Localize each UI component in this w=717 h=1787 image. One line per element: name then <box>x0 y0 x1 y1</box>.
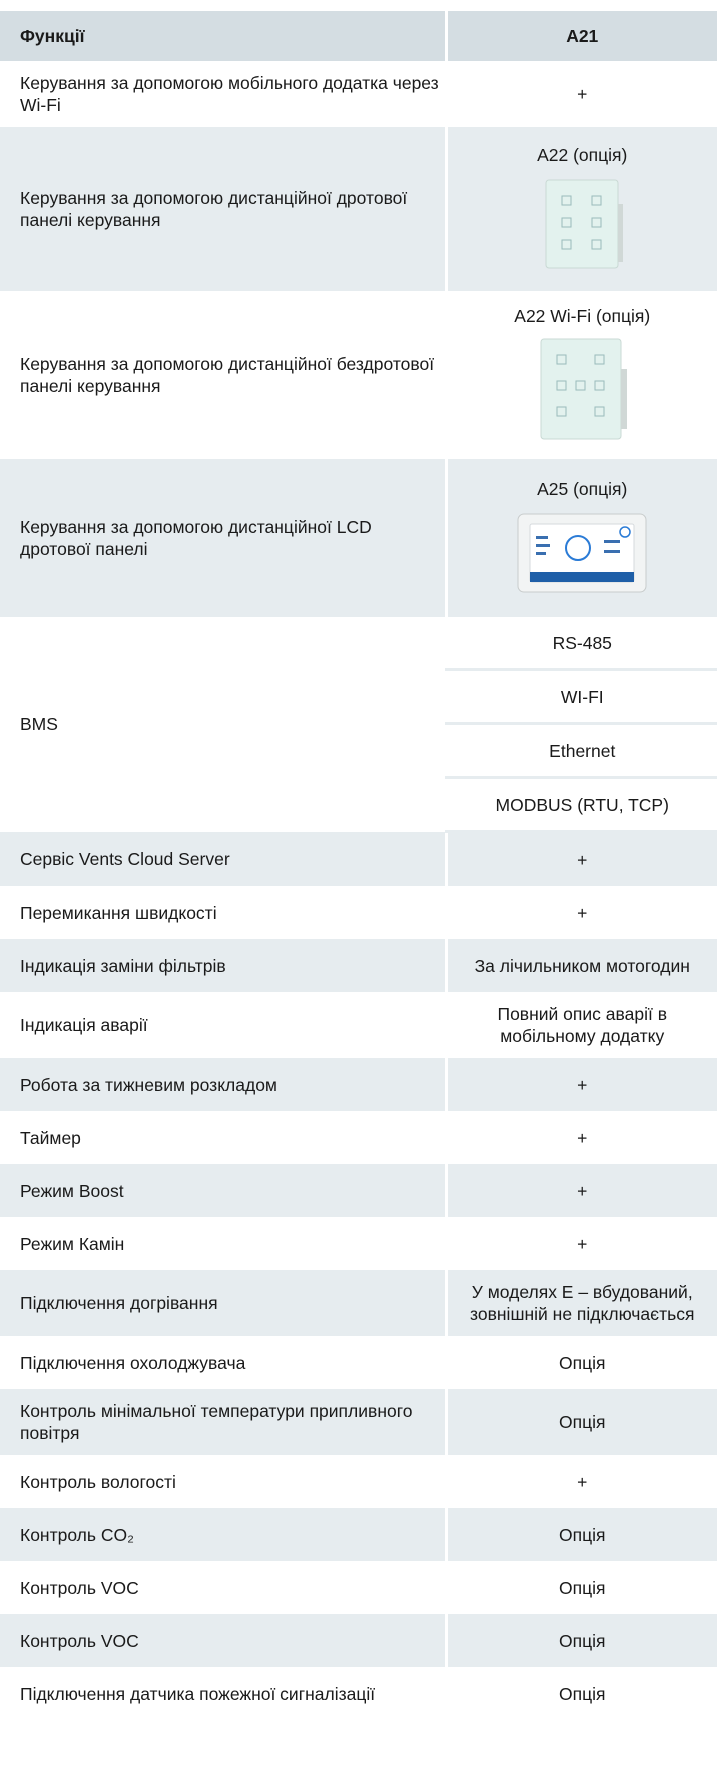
feature-cell: Перемикання швидкості <box>20 902 217 923</box>
feature-cell: Підключення догрівання <box>0 1270 446 1336</box>
value-cell: Повний опис аварії в мобільному додатку <box>444 992 717 1058</box>
table-row: Керування за допомогою мобільного додатк… <box>0 61 717 127</box>
table-row: Підключення догрівання У моделях E – вбуд… <box>0 1270 717 1336</box>
feature-cell: Керування за допомогою дистанційної LCD … <box>0 459 446 617</box>
feature-cell: Керування за допомогою мобільного додатк… <box>20 73 439 115</box>
table-row: Керування за допомогою дистанційної LCD … <box>0 459 717 617</box>
value-cell: Опція <box>444 1336 717 1389</box>
feature-cell: Керування за допомогою дистанційної безд… <box>20 354 435 396</box>
table-row: Індикація заміни фільтрів За лічильником … <box>0 939 717 992</box>
feature-cell: Контроль VOC <box>20 1577 139 1598</box>
value-cell: MODBUS (RTU, TCP) <box>444 777 717 833</box>
table-row: Контроль вологості + <box>0 1455 717 1508</box>
table-row: Контроль мінімальної температури приплив… <box>0 1389 717 1455</box>
table-row: Підключення датчика пожежної сигналізаці… <box>0 1667 717 1720</box>
panel-image <box>540 338 628 440</box>
value-cell: + <box>444 1217 717 1270</box>
value-cell: + <box>444 886 717 939</box>
value-cell: Опція <box>444 1667 717 1720</box>
feature-cell: BMS <box>20 714 58 735</box>
caption: A25 (опція) <box>537 479 628 499</box>
value-cell: Ethernet <box>444 723 717 779</box>
value-cell: Опція <box>444 1389 717 1455</box>
header-cell: A21 <box>444 11 717 61</box>
value-cell: Опція <box>444 1508 717 1561</box>
table-row: Керування за допомогою дистанційної безд… <box>0 291 717 459</box>
table-row: Контроль VOC Опція <box>0 1614 717 1667</box>
panel-image <box>545 179 624 269</box>
table-row: Підключення охолоджувача Опція <box>0 1336 717 1389</box>
value-cell: + <box>444 1455 717 1508</box>
feature-cell: Контроль CO₂ <box>0 1508 446 1561</box>
features-table: Функції A21 Керування за допомогою мобіл… <box>0 11 717 1720</box>
table-row: MODBUS (RTU, TCP) <box>0 777 717 833</box>
feature-cell: Робота за тижневим розкладом <box>0 1058 446 1111</box>
caption: A22 Wi-Fi (опція) <box>514 306 651 326</box>
feature-cell: Індикація аварії <box>20 1015 148 1035</box>
page: {"header": {"feature": "Функції", "model… <box>0 11 717 1787</box>
header-cell: Функції <box>0 11 446 61</box>
table-row: Керування за допомогою дистанційної дрот… <box>0 127 717 291</box>
panel-image <box>517 513 647 593</box>
table-row: Режим Boost + <box>0 1164 717 1217</box>
feature-cell: Підключення датчика пожежної сигналізаці… <box>20 1683 376 1704</box>
feature-cell: Контроль VOC <box>0 1614 446 1667</box>
value-cell: RS-485 <box>444 617 717 671</box>
feature-cell: Підключення охолоджувача <box>20 1352 246 1373</box>
feature-cell: Керування за допомогою дистанційної дрот… <box>0 127 446 291</box>
feature-cell: Сервіс Vents Cloud Server <box>0 831 446 886</box>
table-row: Ethernet <box>0 723 717 779</box>
table-row: BMS RS-485 <box>0 617 717 734</box>
table-row: Індикація аварії Повний опис аварії в моб… <box>0 992 717 1058</box>
feature-cell: Контроль вологості <box>20 1471 176 1492</box>
caption: A22 (опція) <box>537 145 628 165</box>
feature-cell: Таймер <box>20 1127 81 1148</box>
value-cell: + <box>444 1058 717 1111</box>
table-row: Таймер + <box>0 1111 717 1164</box>
table-row: Контроль VOC Опція <box>0 1561 717 1614</box>
table-row: Режим Камін + <box>0 1217 717 1270</box>
value-cell: A22 (опція) <box>444 127 717 291</box>
value-cell: A25 (опція) <box>444 459 717 617</box>
table-row: Контроль CO₂ Опція <box>0 1508 717 1561</box>
value-cell: Опція <box>444 1561 717 1614</box>
feature-cell: Контроль мінімальної температури приплив… <box>0 1389 446 1455</box>
value-cell: + <box>444 1164 717 1217</box>
feature-cell: Режим Boost <box>0 1164 446 1217</box>
value-cell: A22 Wi-Fi (опція) <box>444 291 717 459</box>
table-row: WI-FI <box>0 669 717 725</box>
feature-cell: Індикація заміни фільтрів <box>0 939 446 992</box>
value-cell: Опція <box>444 1614 717 1667</box>
table-row: Робота за тижневим розкладом + <box>0 1058 717 1111</box>
table-row: Перемикання швидкості + <box>0 886 717 939</box>
value-cell: + <box>444 1111 717 1164</box>
value-cell: WI-FI <box>444 669 717 725</box>
value-cell: + <box>444 61 717 127</box>
value-cell: + <box>444 831 717 886</box>
table-row: Сервіс Vents Cloud Server + <box>0 831 717 886</box>
feature-cell: Режим Камін <box>20 1233 125 1254</box>
value-cell: У моделях E – вбудований, зовнішній не п… <box>444 1270 717 1336</box>
header-row: Функції A21 <box>0 11 717 61</box>
value-cell: За лічильником мотогодин <box>444 939 717 992</box>
